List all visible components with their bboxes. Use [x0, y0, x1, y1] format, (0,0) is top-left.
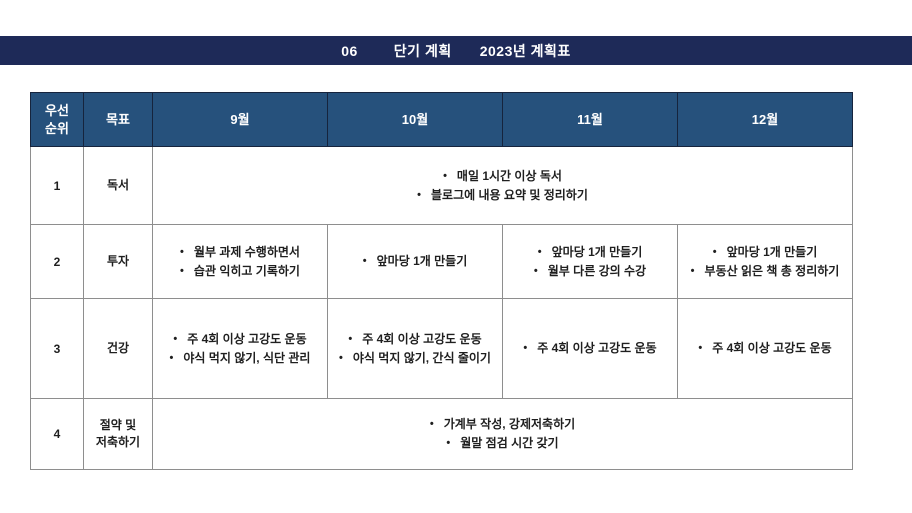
plan-item-text: 야식 먹지 않기, 간식 줄이기 [352, 350, 491, 365]
plan-cell-investment-october: • 앞마당 1개 만들기 [327, 224, 503, 299]
bullet-icon: • [339, 351, 343, 364]
plan-item: • 야식 먹지 않기, 식단 관리 [157, 349, 323, 368]
bullet-icon: • [446, 437, 451, 449]
plan-item-text: 습관 익히고 기록하기 [193, 263, 300, 278]
bullet-icon: • [523, 342, 528, 354]
table-row-saving: 4 절약 및 저축하기 • 가계부 작성, 강제저축하기 • 월말 점검 시간 갖기 [30, 398, 853, 470]
page-title: 2023년 계획표 [479, 42, 571, 59]
table-row-reading: 1 독서 • 매일 1시간 이상 독서 • 블로그에 내용 요약 및 정리하기 [30, 146, 853, 225]
bullet-icon: • [698, 342, 703, 354]
plan-item-text: 앞마당 1개 만들기 [551, 244, 643, 259]
plan-item: • 블로그에 내용 요약 및 정리하기 [157, 186, 848, 205]
plan-item-text: 부동산 읽은 책 총 정리하기 [704, 263, 840, 278]
plan-item: • 월말 점검 시간 갖기 [157, 434, 848, 453]
bullet-icon: • [348, 332, 353, 345]
bullet-icon: • [169, 351, 174, 364]
bullet-icon: • [180, 264, 184, 277]
goal-label: 투자 [83, 224, 153, 299]
plan-item-text: 앞마당 1개 만들기 [376, 254, 468, 268]
plan-item: • 주 4회 이상 고강도 운동 [157, 330, 323, 349]
header-november: 11월 [502, 92, 678, 147]
plan-item: • 월부 과제 수행하면서 [157, 243, 323, 262]
plan-item: • 야식 먹지 않기, 간식 줄이기 [332, 349, 498, 368]
plan-item: • 부동산 읽은 책 총 정리하기 [682, 262, 848, 281]
plan-item: • 앞마당 1개 만들기 [507, 243, 673, 262]
plan-item-text: 월부 과제 수행하면서 [193, 244, 300, 259]
plan-item-text: 월부 다른 강의 수강 [547, 263, 647, 278]
bullet-icon: • [362, 255, 367, 267]
goal-label: 절약 및 저축하기 [83, 398, 153, 470]
bullet-icon: • [417, 188, 421, 201]
plan-item-text: 블로그에 내용 요약 및 정리하기 [431, 187, 588, 202]
plan-item-text: 월말 점검 시간 갖기 [460, 436, 559, 450]
plan-item: • 앞마당 1개 만들기 [682, 243, 848, 262]
plan-cell-saving-all-months: • 가계부 작성, 강제저축하기 • 월말 점검 시간 갖기 [152, 398, 853, 470]
plan-cell-health-december: • 주 4회 이상 고강도 운동 [677, 298, 853, 399]
priority-value: 3 [30, 298, 84, 399]
plan-item-text: 주 4회 이상 고강도 운동 [712, 341, 832, 355]
bullet-icon: • [537, 245, 542, 258]
priority-value: 1 [30, 146, 84, 225]
bullet-icon: • [180, 245, 184, 258]
priority-value: 2 [30, 224, 84, 299]
plan-item: • 가계부 작성, 강제저축하기 [157, 415, 848, 434]
plan-item: • 앞마당 1개 만들기 [332, 252, 498, 271]
plan-cell-health-september: • 주 4회 이상 고강도 운동 • 야식 먹지 않기, 식단 관리 [152, 298, 328, 399]
plan-cell-reading-all-months: • 매일 1시간 이상 독서 • 블로그에 내용 요약 및 정리하기 [152, 146, 853, 225]
plan-cell-investment-december: • 앞마당 1개 만들기 • 부동산 읽은 책 총 정리하기 [677, 224, 853, 299]
goal-label: 건강 [83, 298, 153, 399]
plan-item-text: 매일 1시간 이상 독서 [456, 168, 562, 183]
plan-item: • 주 4회 이상 고강도 운동 [507, 339, 673, 358]
plan-cell-investment-september: • 월부 과제 수행하면서 • 습관 익히고 기록하기 [152, 224, 328, 299]
plan-item-text: 주 4회 이상 고강도 운동 [187, 331, 307, 346]
bullet-icon: • [443, 169, 447, 182]
plan-item: • 매일 1시간 이상 독서 [157, 167, 848, 186]
header-goal: 목표 [83, 92, 153, 147]
plan-item-text: 주 4회 이상 고강도 운동 [537, 341, 657, 355]
bullet-icon: • [712, 245, 717, 258]
header-october: 10월 [327, 92, 503, 147]
plan-item-text: 앞마당 1개 만들기 [726, 244, 818, 259]
plan-table: 우선 순위 목표 9월 10월 11월 12월 1 독서 • 매일 1시간 이상 … [30, 92, 853, 470]
section-label: 단기 계획 [393, 42, 452, 59]
title-bar: 06 단기 계획 2023년 계획표 [0, 36, 912, 65]
plan-item: • 주 4회 이상 고강도 운동 [682, 339, 848, 358]
table-row-investment: 2 투자 • 월부 과제 수행하면서 • 습관 익히고 기록하기 • 앞마당 1개 만… [30, 224, 853, 299]
plan-item-text: 가계부 작성, 강제저축하기 [443, 417, 576, 431]
plan-item-text: 주 4회 이상 고강도 운동 [362, 331, 482, 346]
plan-item-text: 야식 먹지 않기, 식단 관리 [183, 350, 311, 365]
bullet-icon: • [173, 332, 178, 345]
bullet-icon: • [533, 264, 538, 277]
header-september: 9월 [152, 92, 328, 147]
header-december: 12월 [677, 92, 853, 147]
plan-item: • 주 4회 이상 고강도 운동 [332, 330, 498, 349]
plan-cell-health-october: • 주 4회 이상 고강도 운동 • 야식 먹지 않기, 간식 줄이기 [327, 298, 503, 399]
header-row: 우선 순위 목표 9월 10월 11월 12월 [30, 92, 853, 147]
plan-item: • 습관 익히고 기록하기 [157, 262, 323, 281]
bullet-icon: • [429, 418, 434, 430]
slide-number: 06 [341, 42, 358, 59]
table-row-health: 3 건강 • 주 4회 이상 고강도 운동 • 야식 먹지 않기, 식단 관리 • 주… [30, 298, 853, 399]
plan-cell-investment-november: • 앞마당 1개 만들기 • 월부 다른 강의 수강 [502, 224, 678, 299]
plan-item: • 월부 다른 강의 수강 [507, 262, 673, 281]
header-priority: 우선 순위 [30, 92, 84, 147]
bullet-icon: • [690, 264, 695, 277]
plan-cell-health-november: • 주 4회 이상 고강도 운동 [502, 298, 678, 399]
goal-label: 독서 [83, 146, 153, 225]
priority-value: 4 [30, 398, 84, 470]
